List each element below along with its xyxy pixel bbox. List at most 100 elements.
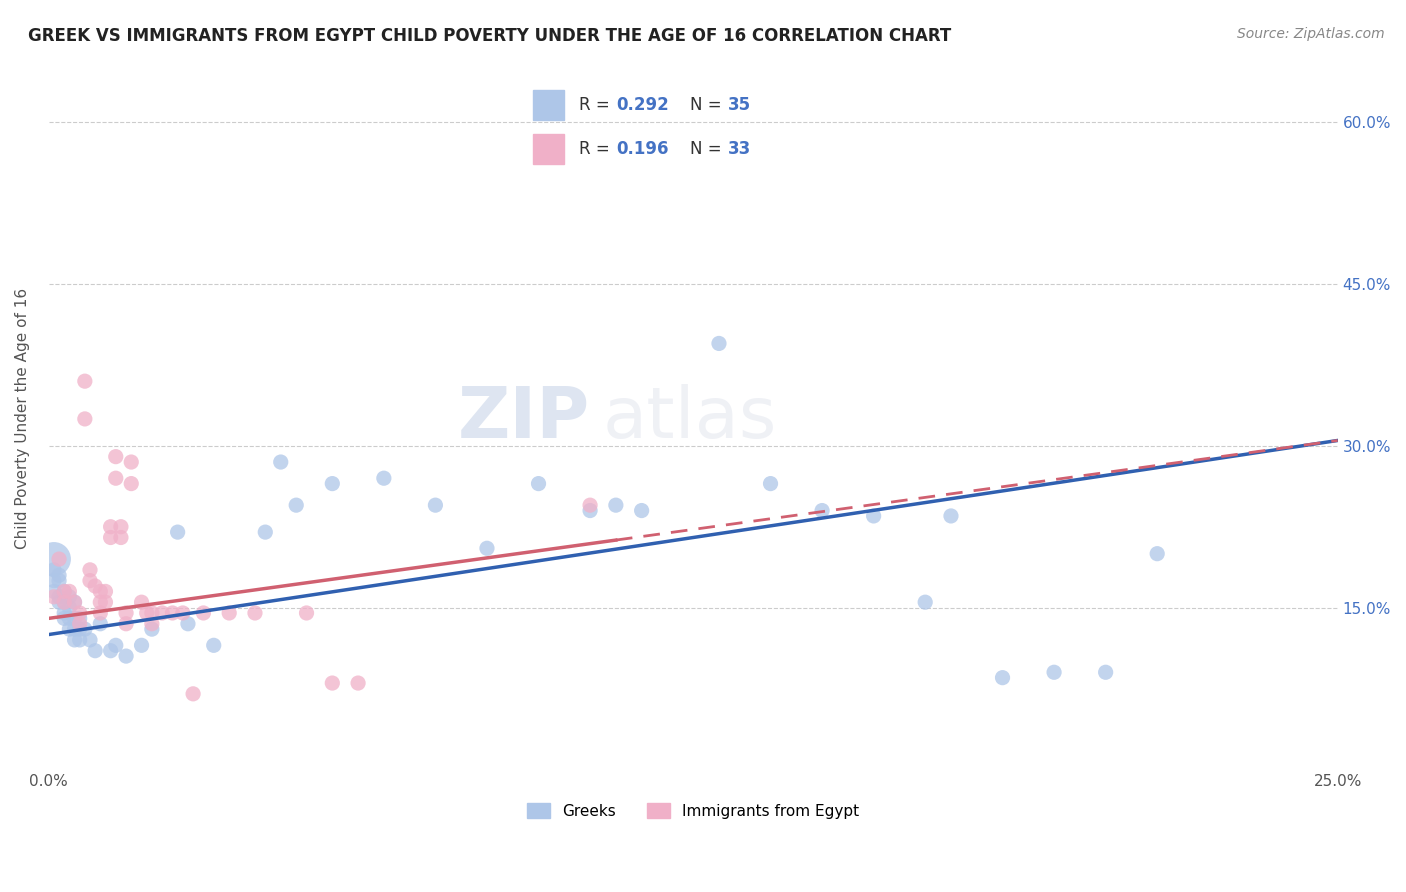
Point bbox=[914, 595, 936, 609]
Point bbox=[84, 643, 107, 657]
Y-axis label: Child Poverty Under the Age of 16: Child Poverty Under the Age of 16 bbox=[15, 288, 30, 549]
Point bbox=[53, 595, 76, 609]
Point bbox=[120, 476, 142, 491]
Point bbox=[425, 498, 447, 512]
Point bbox=[172, 606, 194, 620]
Point bbox=[89, 616, 111, 631]
Point bbox=[285, 498, 308, 512]
Point bbox=[527, 476, 550, 491]
Point bbox=[89, 595, 111, 609]
Point bbox=[42, 574, 65, 588]
Text: Source: ZipAtlas.com: Source: ZipAtlas.com bbox=[1237, 27, 1385, 41]
Point bbox=[347, 676, 370, 690]
Point bbox=[115, 616, 138, 631]
Point bbox=[79, 563, 101, 577]
Text: GREEK VS IMMIGRANTS FROM EGYPT CHILD POVERTY UNDER THE AGE OF 16 CORRELATION CHA: GREEK VS IMMIGRANTS FROM EGYPT CHILD POV… bbox=[28, 27, 952, 45]
Point bbox=[58, 600, 80, 615]
Point bbox=[89, 584, 111, 599]
Point bbox=[141, 616, 163, 631]
Point bbox=[53, 584, 76, 599]
Point bbox=[73, 412, 96, 426]
Point bbox=[69, 616, 91, 631]
Point bbox=[295, 606, 318, 620]
Point bbox=[135, 606, 157, 620]
Point bbox=[141, 606, 163, 620]
Point bbox=[579, 498, 602, 512]
Point bbox=[104, 471, 127, 485]
Point bbox=[115, 606, 138, 620]
Point bbox=[42, 584, 65, 599]
Point bbox=[104, 638, 127, 652]
Point bbox=[63, 595, 86, 609]
Point bbox=[42, 552, 65, 566]
Point bbox=[69, 632, 91, 647]
Point bbox=[270, 455, 292, 469]
Point bbox=[69, 622, 91, 636]
Point bbox=[115, 649, 138, 664]
Text: atlas: atlas bbox=[603, 384, 778, 453]
Text: R =: R = bbox=[579, 140, 614, 158]
Point bbox=[48, 574, 70, 588]
Point bbox=[373, 471, 395, 485]
Point bbox=[100, 531, 122, 545]
Point bbox=[150, 606, 173, 620]
Point bbox=[73, 622, 96, 636]
Point bbox=[48, 595, 70, 609]
Point bbox=[63, 622, 86, 636]
Point bbox=[100, 643, 122, 657]
Point bbox=[73, 374, 96, 388]
Text: N =: N = bbox=[690, 95, 727, 114]
Point bbox=[811, 503, 834, 517]
Point bbox=[48, 568, 70, 582]
Point bbox=[104, 450, 127, 464]
Point bbox=[42, 590, 65, 604]
Point bbox=[131, 595, 153, 609]
Point bbox=[243, 606, 266, 620]
Point bbox=[321, 476, 343, 491]
Point bbox=[131, 638, 153, 652]
Point bbox=[58, 622, 80, 636]
Point bbox=[94, 595, 117, 609]
Point bbox=[1146, 547, 1168, 561]
Text: R =: R = bbox=[579, 95, 614, 114]
Point bbox=[254, 525, 277, 540]
Text: ZIP: ZIP bbox=[458, 384, 591, 453]
Point bbox=[166, 525, 188, 540]
Point bbox=[120, 455, 142, 469]
Point bbox=[100, 519, 122, 533]
Bar bbox=[533, 90, 564, 120]
Point bbox=[939, 508, 962, 523]
Point bbox=[162, 606, 184, 620]
Point bbox=[63, 595, 86, 609]
Point bbox=[579, 503, 602, 517]
Point bbox=[58, 611, 80, 625]
Point bbox=[862, 508, 884, 523]
Text: 35: 35 bbox=[727, 95, 751, 114]
Point bbox=[84, 579, 107, 593]
Point bbox=[707, 336, 730, 351]
Point bbox=[1043, 665, 1066, 680]
Point bbox=[218, 606, 240, 620]
Point bbox=[321, 676, 343, 690]
Point bbox=[141, 622, 163, 636]
Point bbox=[79, 574, 101, 588]
Point bbox=[177, 616, 200, 631]
Point bbox=[605, 498, 627, 512]
Point bbox=[63, 632, 86, 647]
Point bbox=[58, 584, 80, 599]
Point bbox=[53, 595, 76, 609]
Point bbox=[630, 503, 652, 517]
Point bbox=[53, 606, 76, 620]
Text: 33: 33 bbox=[727, 140, 751, 158]
Point bbox=[58, 590, 80, 604]
Point bbox=[759, 476, 782, 491]
Point bbox=[79, 632, 101, 647]
Text: 0.196: 0.196 bbox=[616, 140, 669, 158]
Point bbox=[53, 611, 76, 625]
Point bbox=[48, 590, 70, 604]
Point bbox=[110, 531, 132, 545]
Bar bbox=[533, 134, 564, 164]
Point bbox=[42, 563, 65, 577]
Point bbox=[63, 611, 86, 625]
Point bbox=[69, 611, 91, 625]
